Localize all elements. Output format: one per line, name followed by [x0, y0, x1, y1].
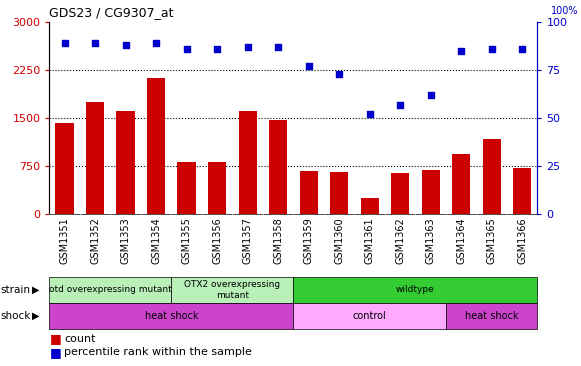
Text: ■: ■ [49, 332, 61, 345]
Bar [293, 277, 537, 303]
Bar [86, 102, 105, 214]
Bar [117, 111, 135, 214]
Bar [147, 78, 166, 214]
Text: GSM1356: GSM1356 [212, 217, 222, 264]
Text: percentile rank within the sample: percentile rank within the sample [64, 347, 252, 357]
Point [213, 46, 222, 52]
Bar [269, 120, 288, 214]
Bar [446, 303, 537, 329]
Text: GSM1354: GSM1354 [151, 217, 161, 264]
Bar [171, 277, 293, 303]
Point [365, 111, 374, 117]
Text: GDS23 / CG9307_at: GDS23 / CG9307_at [49, 6, 174, 19]
Text: OTX2 overexpressing
mutant: OTX2 overexpressing mutant [184, 280, 281, 300]
Point [335, 71, 344, 77]
Text: 100%: 100% [551, 7, 578, 16]
Text: GSM1357: GSM1357 [243, 217, 253, 265]
Point [243, 44, 252, 50]
Bar [422, 169, 440, 214]
Text: ▶: ▶ [33, 285, 40, 295]
Point [487, 46, 496, 52]
Bar [239, 111, 257, 214]
Point [518, 46, 527, 52]
Text: ■: ■ [49, 346, 61, 359]
Point [304, 63, 313, 69]
Text: GSM1361: GSM1361 [365, 217, 375, 264]
Text: shock: shock [1, 311, 31, 321]
Bar [49, 277, 171, 303]
Text: GSM1359: GSM1359 [304, 217, 314, 264]
Bar [391, 173, 409, 214]
Bar [49, 303, 293, 329]
Bar [56, 123, 74, 214]
Text: heat shock: heat shock [465, 311, 518, 321]
Point [274, 44, 283, 50]
Point [426, 92, 435, 98]
Text: otd overexpressing mutant: otd overexpressing mutant [49, 285, 172, 294]
Point [396, 102, 405, 108]
Point [60, 40, 69, 46]
Bar [293, 303, 446, 329]
Text: GSM1363: GSM1363 [426, 217, 436, 264]
Text: GSM1360: GSM1360 [334, 217, 344, 264]
Text: GSM1362: GSM1362 [395, 217, 405, 264]
Text: control: control [353, 311, 386, 321]
Bar [208, 162, 227, 214]
Bar [513, 168, 532, 214]
Point [152, 40, 161, 46]
Point [182, 46, 191, 52]
Text: GSM1365: GSM1365 [487, 217, 497, 264]
Text: GSM1364: GSM1364 [456, 217, 466, 264]
Text: wildtype: wildtype [396, 285, 435, 294]
Text: GSM1353: GSM1353 [121, 217, 131, 264]
Text: heat shock: heat shock [145, 311, 198, 321]
Bar [300, 171, 318, 214]
Text: GSM1352: GSM1352 [90, 217, 100, 265]
Text: strain: strain [1, 285, 31, 295]
Bar [452, 154, 471, 214]
Point [457, 48, 466, 54]
Bar [330, 172, 349, 214]
Text: GSM1351: GSM1351 [60, 217, 70, 264]
Text: GSM1355: GSM1355 [182, 217, 192, 265]
Bar [483, 139, 501, 214]
Text: GSM1366: GSM1366 [517, 217, 527, 264]
Text: count: count [64, 333, 95, 344]
Text: ▶: ▶ [33, 311, 40, 321]
Bar [178, 162, 196, 214]
Point [121, 42, 130, 48]
Point [91, 40, 100, 46]
Bar [360, 198, 379, 214]
Text: GSM1358: GSM1358 [273, 217, 283, 264]
